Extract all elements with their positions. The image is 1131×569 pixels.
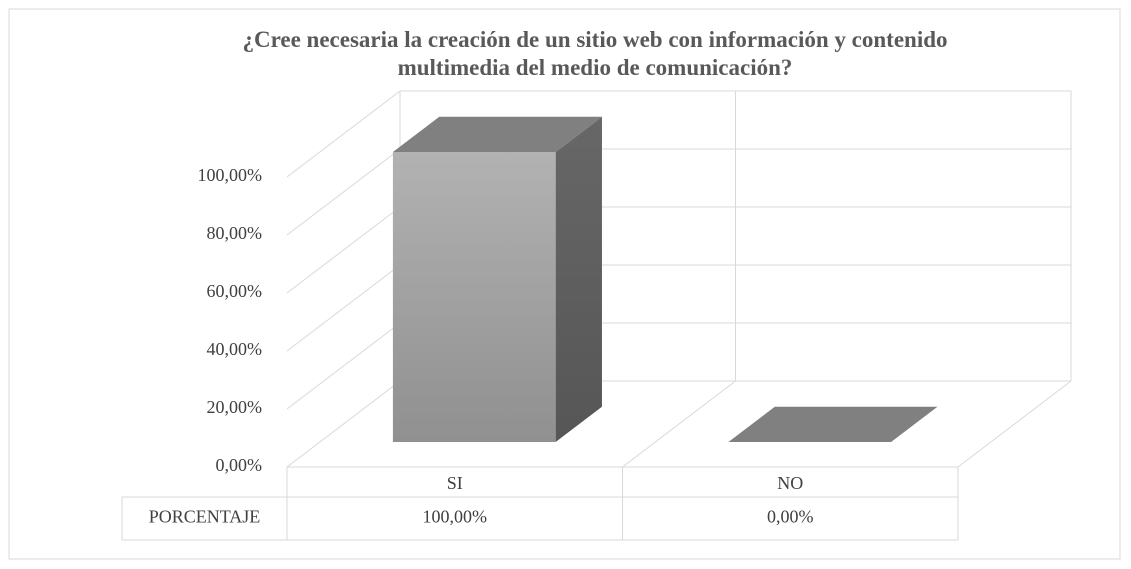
y-tick-label: 80,00%	[207, 223, 263, 243]
y-tick-label: 100,00%	[198, 165, 263, 185]
y-tick-label: 0,00%	[216, 455, 263, 475]
chart-frame	[8, 8, 1121, 560]
data-label: 0,00%	[767, 507, 814, 527]
x-tick-label: NO	[777, 473, 803, 493]
grid-line	[286, 90, 401, 178]
bar-front	[392, 152, 556, 443]
bar-top	[728, 406, 938, 443]
y-tick-label: 60,00%	[207, 281, 263, 301]
grid-line	[286, 380, 401, 468]
bar	[392, 116, 602, 443]
grid-line	[286, 148, 401, 236]
data-label: 100,00%	[423, 507, 488, 527]
grid-line	[286, 206, 401, 294]
x-tick-label: SI	[447, 473, 463, 493]
bar-top	[392, 116, 602, 153]
floor-edge	[957, 380, 1072, 468]
grid-line	[286, 264, 401, 352]
bar	[728, 406, 938, 443]
y-tick-label: 20,00%	[207, 397, 263, 417]
grid-line	[286, 322, 401, 410]
y-tick-label: 40,00%	[207, 339, 263, 359]
bar-side	[555, 116, 602, 443]
floor-divider	[622, 380, 736, 468]
chart-title: ¿Cree necesaria la creación de un sitio …	[242, 27, 948, 80]
legend-label: PORCENTAJE	[149, 507, 261, 527]
